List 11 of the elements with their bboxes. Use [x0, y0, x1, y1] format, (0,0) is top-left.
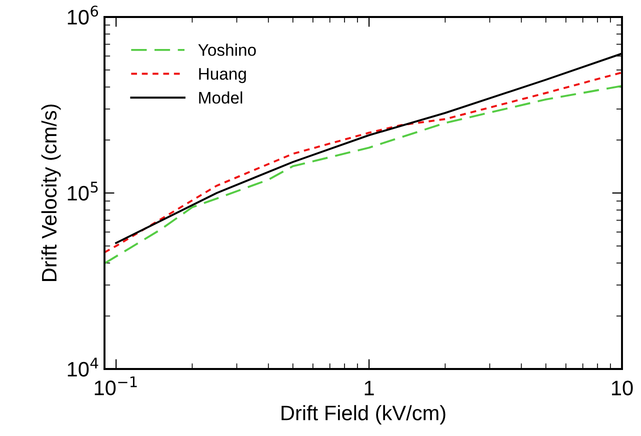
y-tick-label: 10$^{4}$	[68, 358, 98, 377]
x-tick-label: 10$^{−1}$	[94, 376, 137, 396]
x-axis-title: Drift Field (kV/cm)	[282, 405, 446, 424]
y-tick-label: 10$^{5}$	[68, 182, 98, 201]
x-tick-label: 1	[364, 380, 374, 396]
y-axis-title: Drift Velocity (cm/s)	[41, 104, 61, 281]
legend-label: Model	[199, 91, 242, 104]
legend-label: Huang	[199, 68, 246, 84]
y-tick-label: 10$^{6}$	[68, 6, 98, 25]
legend-label: Yoshino	[198, 44, 256, 56]
x-tick-label: 10	[612, 380, 633, 396]
